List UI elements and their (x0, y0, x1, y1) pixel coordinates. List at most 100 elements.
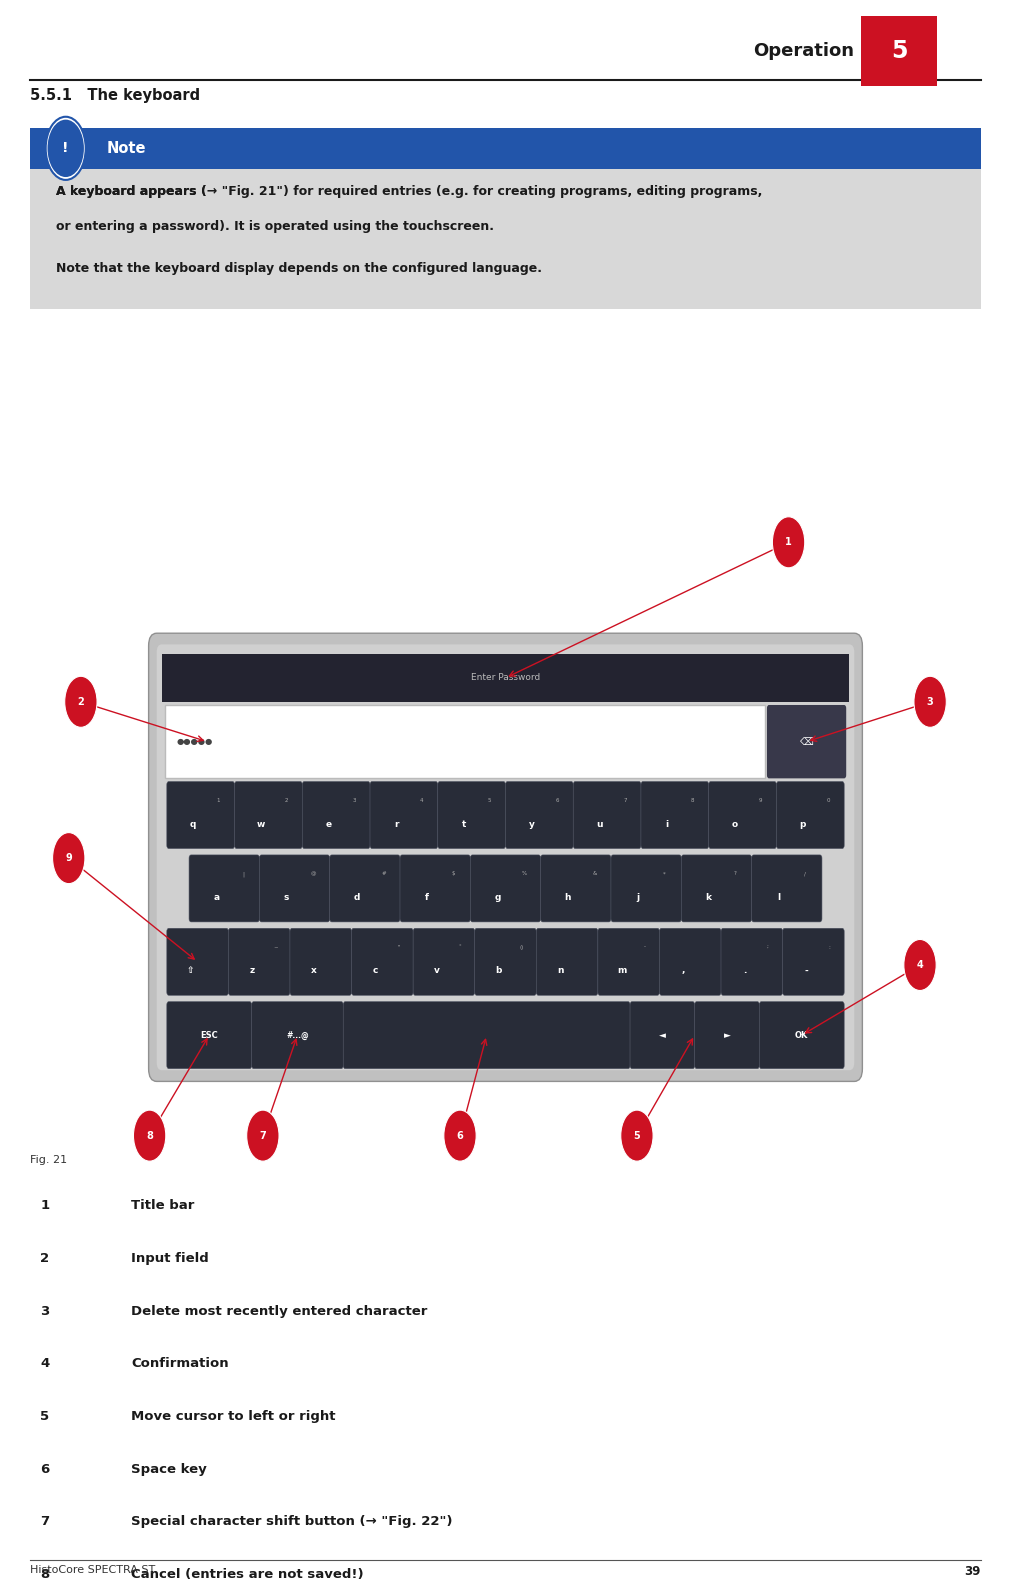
Text: 8: 8 (691, 798, 695, 802)
FancyBboxPatch shape (235, 782, 302, 849)
Text: Note: Note (106, 140, 146, 156)
Text: !: ! (63, 142, 69, 155)
Text: u: u (596, 820, 603, 829)
Text: a: a (213, 893, 219, 903)
FancyBboxPatch shape (290, 928, 352, 995)
Text: or entering a password). It is operated using the touchscreen.: or entering a password). It is operated … (56, 220, 493, 233)
Text: ⌫: ⌫ (800, 737, 814, 746)
Text: HistoCore SPECTRA ST: HistoCore SPECTRA ST (30, 1565, 156, 1574)
FancyBboxPatch shape (759, 1002, 844, 1069)
FancyBboxPatch shape (189, 855, 260, 922)
Text: Title bar: Title bar (131, 1199, 195, 1212)
Text: -: - (805, 967, 809, 976)
Text: 5: 5 (40, 1410, 50, 1423)
Text: 2: 2 (284, 798, 288, 802)
Text: z: z (250, 967, 255, 976)
FancyBboxPatch shape (370, 782, 438, 849)
FancyBboxPatch shape (598, 928, 659, 995)
FancyBboxPatch shape (400, 855, 470, 922)
Circle shape (53, 833, 85, 884)
Text: s: s (284, 893, 289, 903)
FancyBboxPatch shape (751, 855, 822, 922)
Text: e: e (326, 820, 332, 829)
Text: ?: ? (734, 871, 736, 876)
Circle shape (621, 1110, 653, 1161)
Text: ~: ~ (273, 944, 278, 949)
Text: i: i (665, 820, 668, 829)
Text: 9: 9 (66, 853, 72, 863)
Text: 1: 1 (786, 538, 792, 547)
Text: OK: OK (795, 1030, 809, 1040)
FancyBboxPatch shape (167, 782, 235, 849)
FancyBboxPatch shape (438, 782, 506, 849)
Text: b: b (495, 967, 501, 976)
FancyBboxPatch shape (30, 128, 981, 169)
Text: #...@: #...@ (286, 1030, 308, 1040)
FancyBboxPatch shape (157, 644, 854, 1070)
Text: Fig. 21: Fig. 21 (30, 1155, 68, 1164)
Text: 7: 7 (40, 1515, 50, 1528)
Text: %: % (522, 871, 527, 876)
Text: ●●●●●: ●●●●● (177, 737, 213, 746)
FancyBboxPatch shape (767, 705, 846, 778)
Text: h: h (564, 893, 571, 903)
Text: -: - (644, 944, 646, 949)
Text: 7: 7 (623, 798, 627, 802)
Text: 8: 8 (40, 1568, 50, 1581)
FancyBboxPatch shape (167, 928, 228, 995)
FancyBboxPatch shape (302, 782, 370, 849)
FancyBboxPatch shape (659, 928, 721, 995)
Text: Confirmation: Confirmation (131, 1357, 229, 1370)
Text: 7: 7 (260, 1131, 266, 1140)
Text: Special character shift button (→ "Fig. 22"): Special character shift button (→ "Fig. … (131, 1515, 453, 1528)
Text: p: p (800, 820, 806, 829)
Circle shape (133, 1110, 166, 1161)
Text: ◄: ◄ (659, 1030, 666, 1040)
Text: y: y (529, 820, 535, 829)
Text: 4: 4 (420, 798, 424, 802)
FancyBboxPatch shape (330, 855, 400, 922)
Text: 5.5.1   The keyboard: 5.5.1 The keyboard (30, 88, 200, 104)
Text: Input field: Input field (131, 1252, 209, 1265)
Text: 6: 6 (457, 1131, 463, 1140)
Text: ;: ; (767, 944, 768, 949)
Text: *: * (663, 871, 666, 876)
Text: :: : (829, 944, 830, 949)
Text: m: m (617, 967, 627, 976)
Text: #: # (381, 871, 386, 876)
Text: r: r (394, 820, 398, 829)
Text: .: . (743, 967, 746, 976)
FancyBboxPatch shape (641, 782, 709, 849)
Text: 2: 2 (78, 697, 84, 707)
FancyBboxPatch shape (681, 855, 751, 922)
Text: f: f (426, 893, 430, 903)
FancyBboxPatch shape (470, 855, 541, 922)
Text: Delete most recently entered character: Delete most recently entered character (131, 1305, 428, 1317)
Text: v: v (434, 967, 440, 976)
FancyBboxPatch shape (541, 855, 611, 922)
Text: ESC: ESC (200, 1030, 218, 1040)
Circle shape (247, 1110, 279, 1161)
FancyBboxPatch shape (721, 928, 783, 995)
Text: 6: 6 (555, 798, 559, 802)
Text: |: | (242, 871, 244, 877)
FancyBboxPatch shape (30, 169, 981, 309)
Text: l: l (777, 893, 780, 903)
Text: g: g (494, 893, 500, 903)
FancyBboxPatch shape (167, 1002, 252, 1069)
Text: 8: 8 (147, 1131, 153, 1140)
Text: 3: 3 (40, 1305, 50, 1317)
Text: 4: 4 (40, 1357, 50, 1370)
Text: /: / (805, 871, 807, 876)
FancyBboxPatch shape (573, 782, 641, 849)
Circle shape (444, 1110, 476, 1161)
FancyBboxPatch shape (776, 782, 844, 849)
Text: ,: , (681, 967, 685, 976)
FancyBboxPatch shape (695, 1002, 759, 1069)
Circle shape (904, 939, 936, 990)
Text: ►: ► (724, 1030, 731, 1040)
Text: 5: 5 (892, 38, 908, 64)
FancyBboxPatch shape (252, 1002, 343, 1069)
Text: x: x (311, 967, 316, 976)
Text: Note that the keyboard display depends on the configured language.: Note that the keyboard display depends o… (56, 262, 542, 274)
